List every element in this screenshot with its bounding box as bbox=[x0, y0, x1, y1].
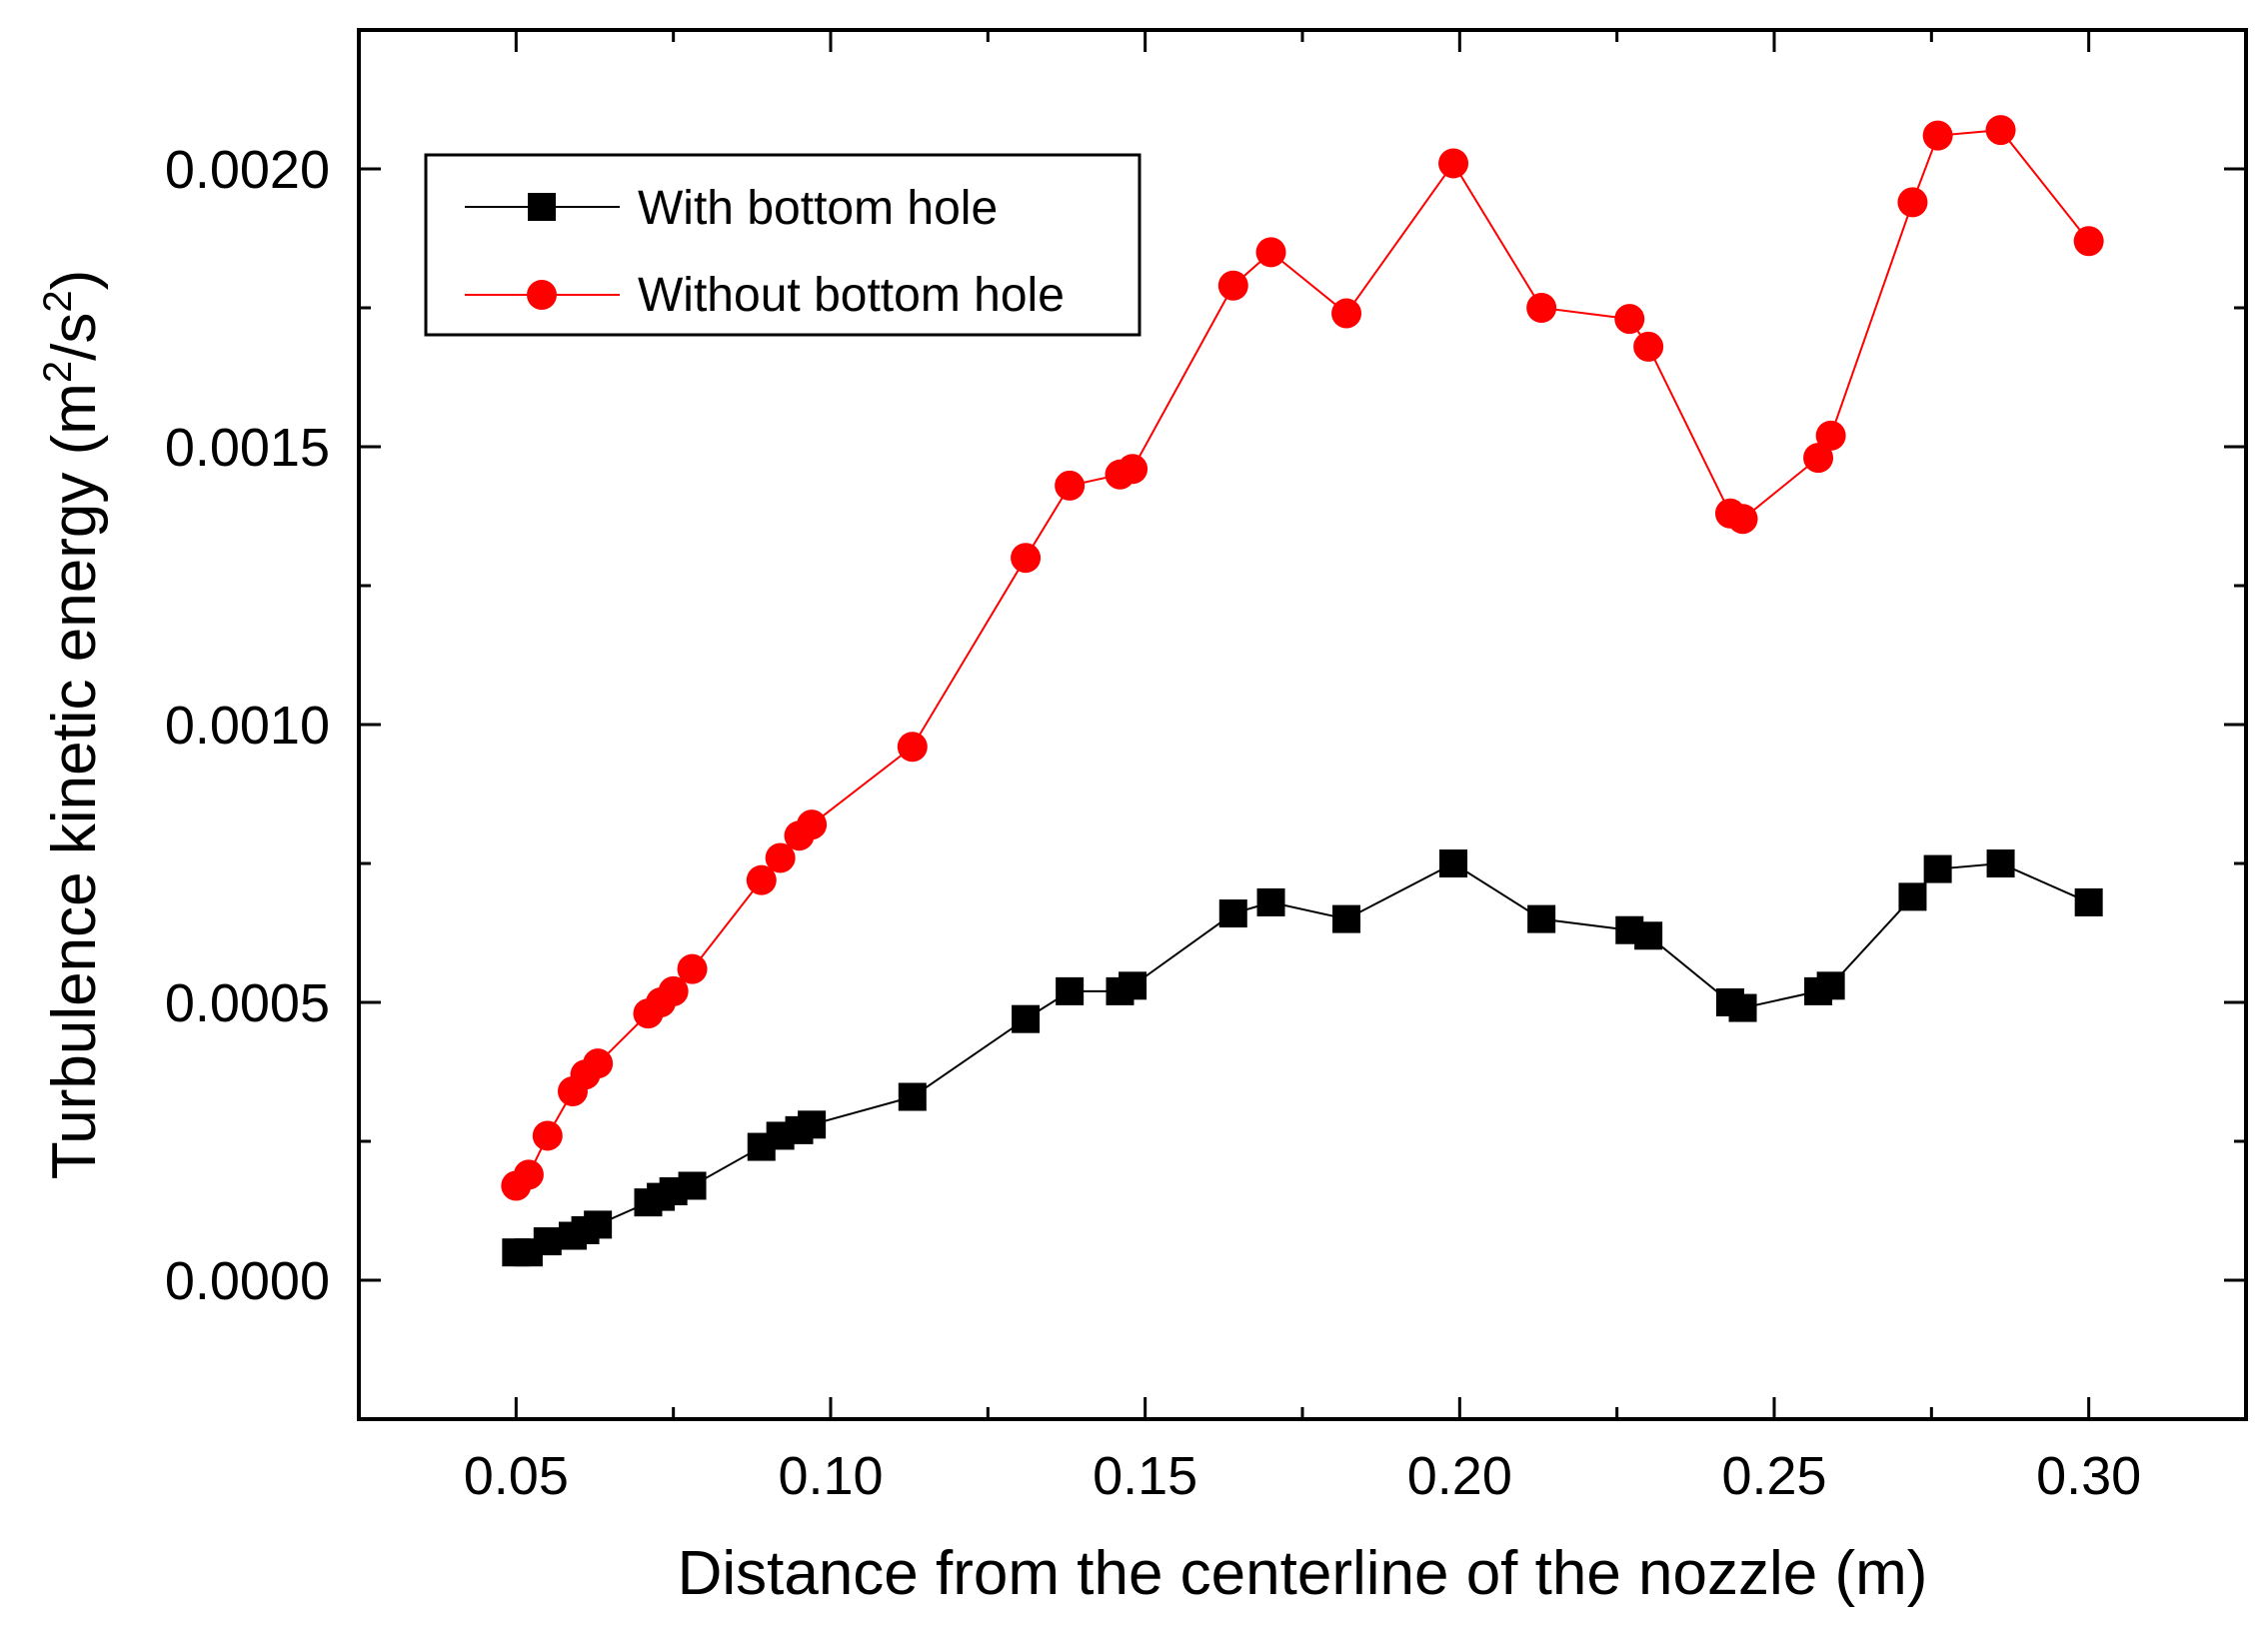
data-point bbox=[1816, 971, 1845, 1000]
y-tick-label: 0.0005 bbox=[165, 973, 330, 1033]
x-tick-label: 0.15 bbox=[1093, 1446, 1197, 1506]
data-point bbox=[1898, 882, 1927, 911]
data-point bbox=[746, 864, 777, 895]
data-point bbox=[678, 1171, 707, 1200]
y-tick-label: 0.0010 bbox=[165, 696, 330, 756]
data-point bbox=[1012, 1004, 1041, 1033]
y-axis-title-main: Turbulence kinetic energy (m bbox=[40, 383, 109, 1179]
data-point bbox=[898, 1082, 927, 1111]
data-point bbox=[2074, 887, 2103, 916]
data-point bbox=[1728, 993, 1757, 1022]
x-tick-label: 0.30 bbox=[2036, 1446, 2141, 1506]
y-axis-title-sup1: 2 bbox=[36, 361, 80, 383]
data-point bbox=[1727, 504, 1758, 535]
series-without-bottom-hole bbox=[501, 115, 2104, 1201]
data-point bbox=[1255, 237, 1286, 268]
data-point bbox=[2073, 226, 2104, 257]
data-point bbox=[1217, 270, 1248, 301]
series-line bbox=[515, 129, 2090, 1187]
y-tick-label: 0.0015 bbox=[165, 418, 330, 478]
data-point bbox=[1633, 331, 1664, 362]
x-axis-title: Distance from the centerline of the nozz… bbox=[678, 1539, 1928, 1608]
y-axis-title: Turbulence kinetic energy (m2/s2) bbox=[36, 270, 109, 1180]
legend-marker-with-bottom-hole bbox=[528, 193, 556, 221]
x-tick-labels: 0.05 0.10 0.15 0.20 0.25 0.30 bbox=[464, 1446, 2141, 1506]
y-axis-title-end: ) bbox=[40, 270, 109, 291]
data-point bbox=[1986, 849, 2015, 877]
data-point bbox=[1119, 971, 1147, 1000]
data-point bbox=[765, 842, 796, 873]
y-tick-label: 0.0020 bbox=[165, 140, 330, 200]
data-point bbox=[677, 953, 708, 984]
data-point bbox=[1897, 187, 1928, 218]
data-point bbox=[584, 1210, 613, 1239]
legend-marker-without-bottom-hole bbox=[527, 280, 557, 310]
x-tick-label: 0.20 bbox=[1407, 1446, 1512, 1506]
legend-label-without-bottom-hole: Without bottom hole bbox=[638, 269, 1065, 322]
data-point bbox=[1922, 120, 1953, 151]
y-axis-title-mid: /s bbox=[40, 313, 109, 361]
data-point bbox=[532, 1120, 563, 1151]
data-point bbox=[1256, 887, 1285, 916]
data-point bbox=[533, 1227, 562, 1256]
legend: With bottom hole Without bottom hole bbox=[424, 153, 1141, 337]
data-point bbox=[1331, 298, 1362, 329]
data-point bbox=[797, 810, 828, 840]
series-with-bottom-hole bbox=[502, 849, 2103, 1267]
series-layer bbox=[501, 115, 2104, 1267]
series-line bbox=[516, 861, 2090, 1254]
x-tick-label: 0.05 bbox=[464, 1446, 569, 1506]
data-point bbox=[1218, 899, 1247, 928]
data-point bbox=[1118, 454, 1148, 485]
axis-ticks bbox=[357, 30, 2248, 1421]
data-point bbox=[1923, 854, 1952, 883]
x-tick-label: 0.25 bbox=[1721, 1446, 1826, 1506]
y-tick-labels: 0.0000 0.0005 0.0010 0.0015 0.0020 bbox=[165, 140, 330, 1311]
data-point bbox=[1985, 115, 2016, 146]
data-point bbox=[1438, 148, 1469, 179]
data-point bbox=[798, 1110, 827, 1139]
data-point bbox=[1803, 443, 1834, 474]
y-axis-title-sup2: 2 bbox=[36, 290, 80, 312]
data-point bbox=[1439, 849, 1468, 877]
x-tick-label: 0.10 bbox=[778, 1446, 883, 1506]
data-point bbox=[1055, 470, 1086, 501]
data-point bbox=[1011, 543, 1042, 574]
data-point bbox=[1614, 304, 1645, 335]
data-point bbox=[513, 1159, 544, 1190]
data-point bbox=[1815, 420, 1846, 451]
data-point bbox=[1056, 976, 1085, 1005]
data-point bbox=[897, 732, 928, 763]
legend-label-with-bottom-hole: With bottom hole bbox=[638, 182, 998, 235]
y-tick-label: 0.0000 bbox=[165, 1251, 330, 1311]
data-point bbox=[1332, 904, 1361, 933]
data-point bbox=[1527, 904, 1556, 933]
data-point bbox=[1526, 293, 1557, 323]
data-point bbox=[583, 1048, 614, 1079]
data-point bbox=[1634, 921, 1663, 950]
data-point bbox=[658, 975, 689, 1006]
